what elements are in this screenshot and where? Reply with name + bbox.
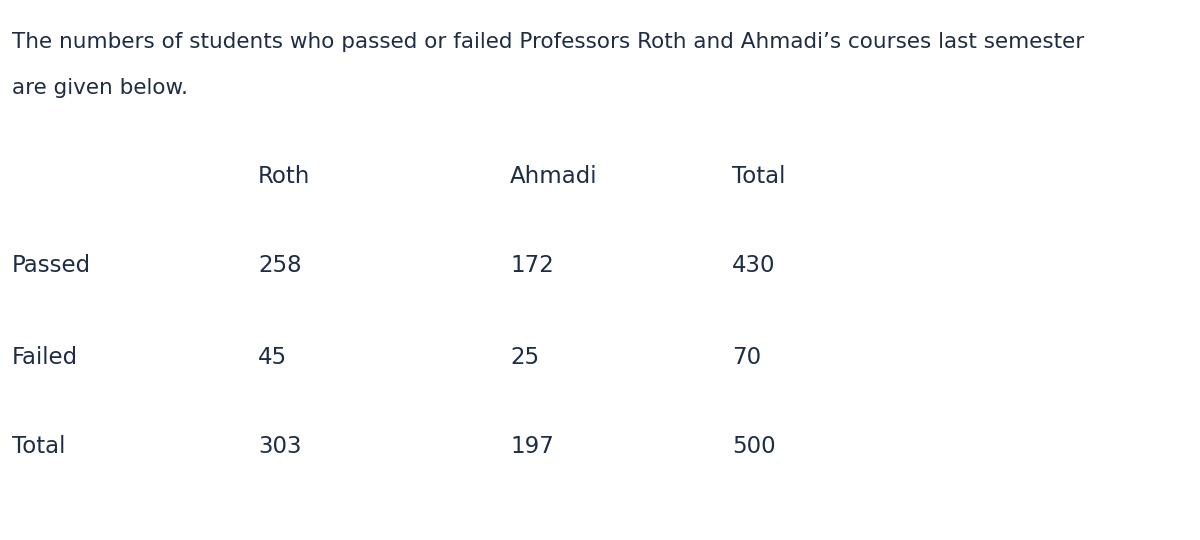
- Text: 172: 172: [510, 254, 553, 277]
- Text: Total: Total: [732, 165, 785, 188]
- Text: Ahmadi: Ahmadi: [510, 165, 598, 188]
- Text: 70: 70: [732, 346, 761, 369]
- Text: Total: Total: [12, 435, 65, 458]
- Text: Roth: Roth: [258, 165, 311, 188]
- Text: 25: 25: [510, 346, 539, 369]
- Text: Passed: Passed: [12, 254, 91, 277]
- Text: 45: 45: [258, 346, 287, 369]
- Text: are given below.: are given below.: [12, 78, 188, 98]
- Text: 197: 197: [510, 435, 554, 458]
- Text: The numbers of students who passed or failed Professors Roth and Ahmadi’s course: The numbers of students who passed or fa…: [12, 32, 1085, 52]
- Text: 303: 303: [258, 435, 301, 458]
- Text: 500: 500: [732, 435, 775, 458]
- Text: Failed: Failed: [12, 346, 78, 369]
- Text: 258: 258: [258, 254, 301, 277]
- Text: 430: 430: [732, 254, 775, 277]
